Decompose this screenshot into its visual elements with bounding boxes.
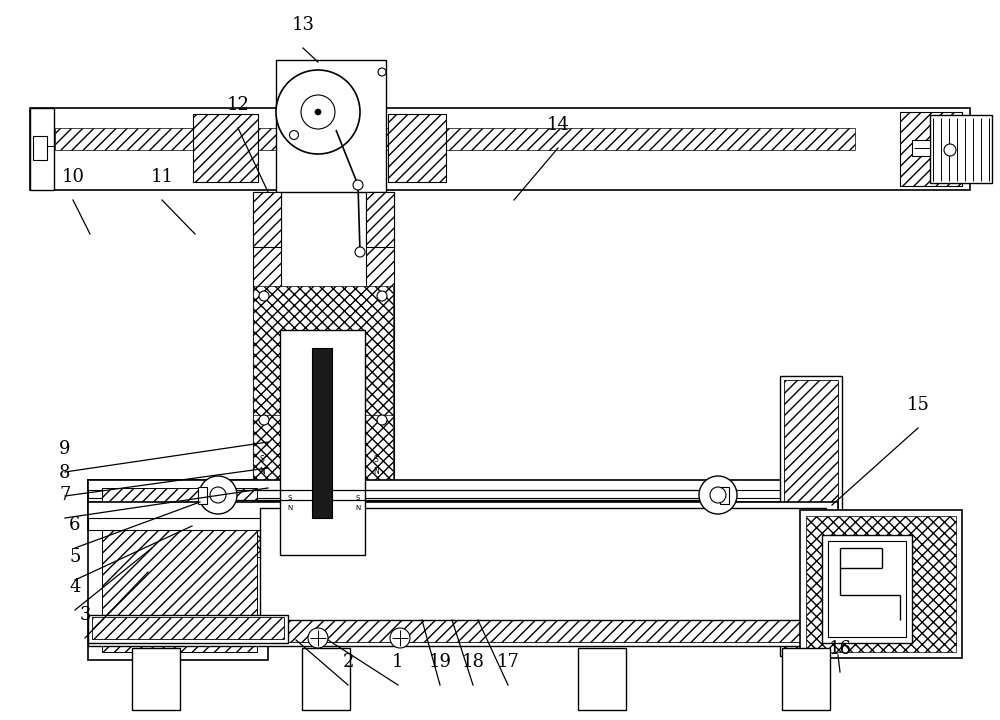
Text: N: N <box>287 505 293 511</box>
Text: 15: 15 <box>907 396 929 414</box>
Bar <box>782 648 830 710</box>
Bar <box>88 615 288 643</box>
Text: 5: 5 <box>69 548 81 566</box>
Circle shape <box>377 291 387 301</box>
Bar <box>253 415 393 557</box>
Bar <box>30 108 970 190</box>
Bar <box>132 648 180 710</box>
Bar <box>388 114 446 182</box>
Bar <box>784 380 838 652</box>
Circle shape <box>259 415 269 425</box>
Bar <box>88 480 268 660</box>
Bar <box>30 108 54 190</box>
Bar <box>88 518 838 530</box>
Circle shape <box>308 628 328 648</box>
Circle shape <box>301 95 335 129</box>
Bar <box>366 192 394 247</box>
Bar <box>102 488 257 652</box>
Bar <box>88 502 838 530</box>
Text: 2: 2 <box>342 653 354 671</box>
Bar <box>930 115 992 183</box>
Bar <box>806 516 956 652</box>
Circle shape <box>315 109 321 115</box>
Bar <box>828 541 906 637</box>
Text: 17: 17 <box>497 653 519 671</box>
Bar <box>822 535 912 643</box>
Circle shape <box>355 247 365 257</box>
Bar <box>253 192 281 557</box>
Text: S: S <box>374 456 378 464</box>
Text: 19: 19 <box>428 653 452 671</box>
Text: 3: 3 <box>79 606 91 624</box>
Bar <box>276 60 386 192</box>
Bar <box>302 648 350 710</box>
Bar <box>253 192 281 247</box>
Bar <box>800 510 962 658</box>
Circle shape <box>290 130 298 140</box>
Bar <box>260 508 826 620</box>
Text: 7: 7 <box>59 486 71 504</box>
Circle shape <box>699 476 737 514</box>
Bar <box>193 114 258 182</box>
Text: N: N <box>373 467 379 477</box>
Bar <box>720 487 729 504</box>
Text: S: S <box>356 495 360 501</box>
Text: 14: 14 <box>547 116 569 134</box>
Bar <box>92 617 284 639</box>
Text: 4: 4 <box>69 578 81 596</box>
Text: N: N <box>259 467 265 477</box>
Bar <box>912 140 930 156</box>
Circle shape <box>378 68 386 76</box>
Bar <box>366 192 394 557</box>
Circle shape <box>390 628 410 648</box>
Text: S: S <box>288 495 292 501</box>
Bar <box>33 136 47 160</box>
Bar <box>55 128 855 150</box>
Bar <box>280 330 365 555</box>
Bar <box>900 112 962 186</box>
Bar <box>198 487 207 504</box>
Circle shape <box>210 487 226 503</box>
Bar <box>253 286 393 416</box>
Text: 13: 13 <box>292 16 314 34</box>
Circle shape <box>353 180 363 190</box>
Bar <box>88 480 838 502</box>
Text: S: S <box>260 456 264 464</box>
Text: 8: 8 <box>59 464 71 482</box>
Text: 9: 9 <box>59 440 71 458</box>
Bar <box>88 618 838 646</box>
Bar <box>92 620 834 642</box>
Circle shape <box>199 476 237 514</box>
Text: 18: 18 <box>462 653 484 671</box>
Text: 10: 10 <box>62 168 84 186</box>
Circle shape <box>276 70 360 154</box>
Text: 12: 12 <box>227 96 249 114</box>
Text: 1: 1 <box>392 653 404 671</box>
Bar <box>312 348 332 518</box>
Circle shape <box>944 144 956 156</box>
Bar <box>88 490 838 498</box>
Text: 16: 16 <box>828 640 852 658</box>
Text: 6: 6 <box>69 516 81 534</box>
Text: N: N <box>355 505 361 511</box>
Circle shape <box>377 415 387 425</box>
Bar <box>780 376 842 656</box>
Circle shape <box>710 487 726 503</box>
Text: 11: 11 <box>150 168 174 186</box>
Circle shape <box>259 291 269 301</box>
Bar <box>578 648 626 710</box>
